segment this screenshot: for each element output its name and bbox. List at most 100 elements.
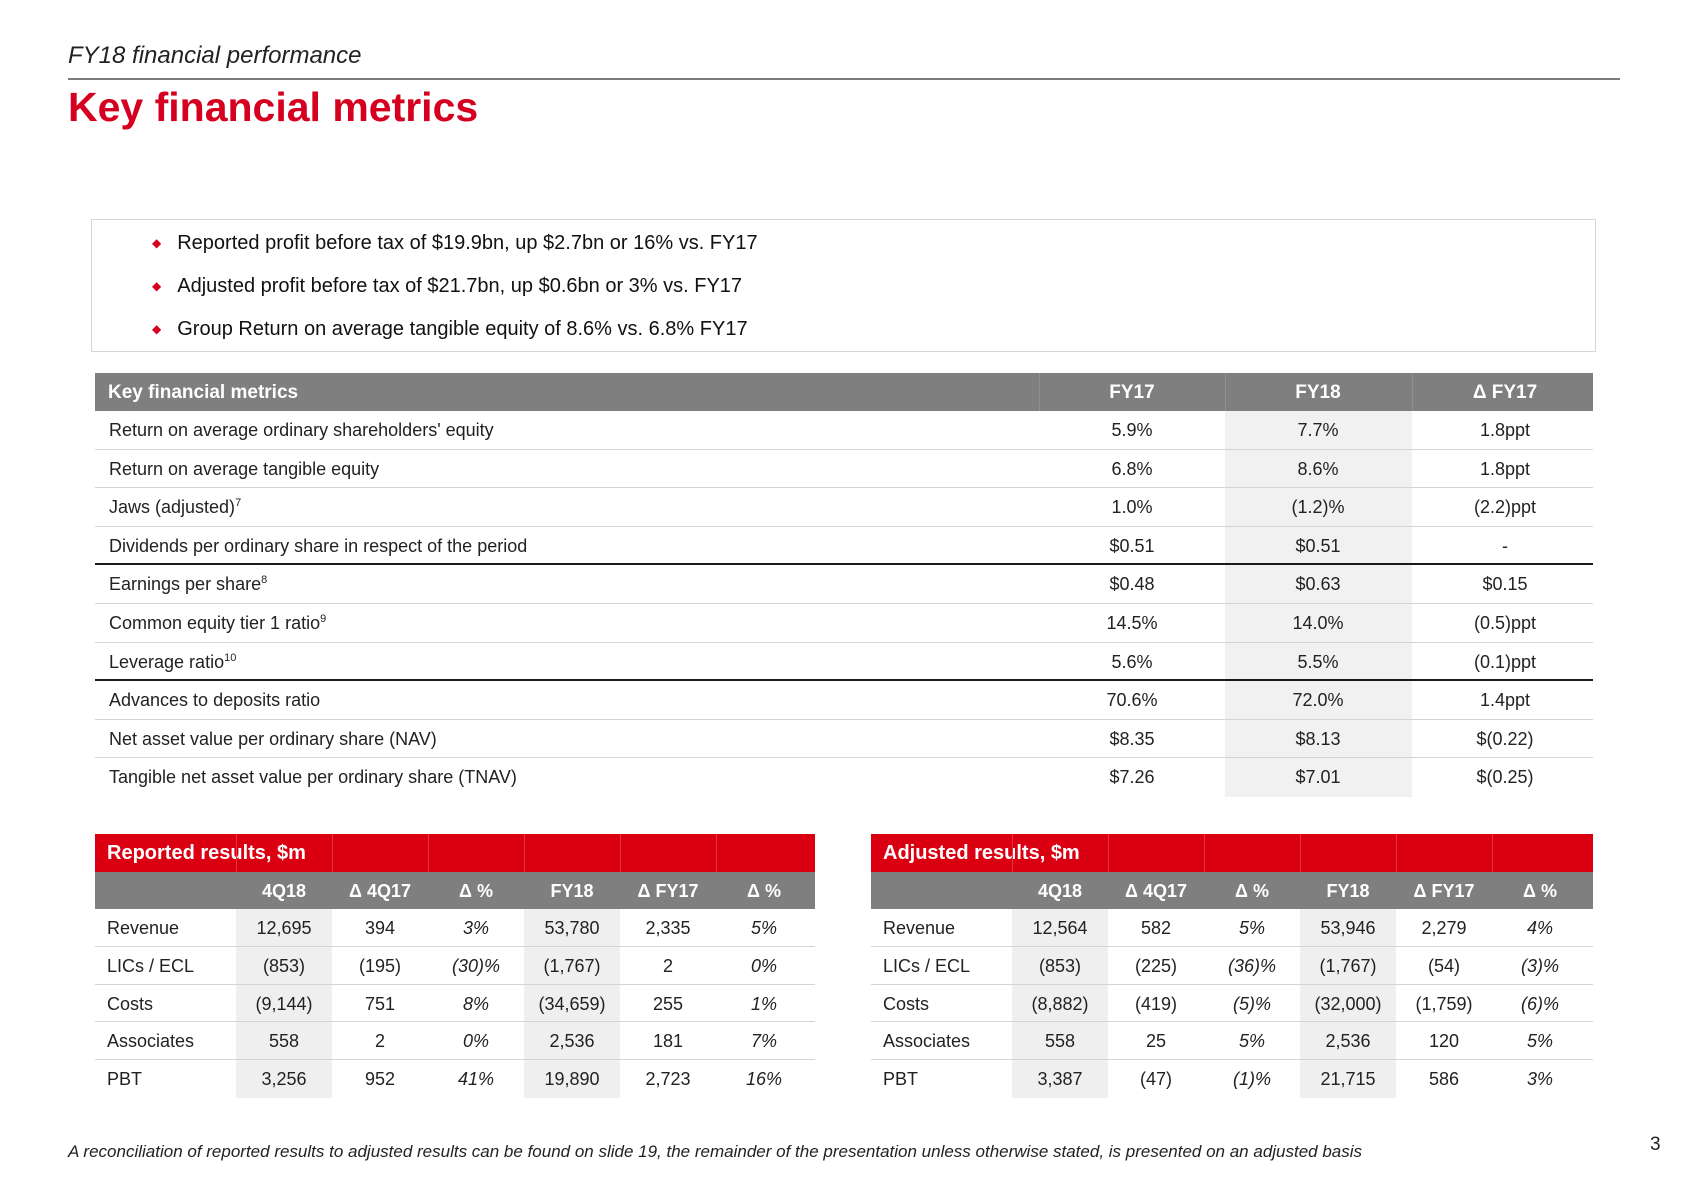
col-header-delta-pct: Δ % <box>747 881 781 901</box>
header-divider <box>1412 373 1413 411</box>
cell-value: 255 <box>652 993 684 1014</box>
cell-value: 53,946 <box>1320 918 1376 938</box>
cell-value: 751 <box>364 993 396 1014</box>
bar-divider <box>524 834 525 872</box>
metric-row: Jaws (adjusted)7 1.0% (1.2)% (2.2)ppt <box>95 488 1593 527</box>
cell-value: 120 <box>1428 1031 1460 1052</box>
footnote-marker: 10 <box>224 651 237 664</box>
metric-value-fy17: 14.5% <box>1106 613 1158 633</box>
row-label: PBT <box>883 1069 919 1090</box>
table-row: Associates 558 2 0% 2,536 181 7% <box>95 1022 815 1061</box>
cell-value: 21,715 <box>1320 1069 1376 1090</box>
col-header-delta-fy17: Δ FY17 <box>1413 881 1475 901</box>
col-header-delta-4q17: Δ 4Q17 <box>1125 881 1187 901</box>
footnote-marker: 8 <box>261 574 268 587</box>
metric-label: Return on average tangible equity <box>109 458 380 479</box>
metric-row: Net asset value per ordinary share (NAV)… <box>95 720 1593 759</box>
cell-value: 5% <box>1238 918 1265 938</box>
bar-divider <box>428 834 429 872</box>
highlight-text: Reported profit before tax of $19.9bn, u… <box>177 232 758 254</box>
metric-value-fy17: $7.26 <box>1109 767 1155 788</box>
metric-value-fy18: $8.13 <box>1295 728 1341 749</box>
reported-column-header-row: 4Q18 Δ 4Q17 Δ % FY18 Δ FY17 Δ % <box>95 872 815 909</box>
highlight-text: Adjusted profit before tax of $21.7bn, u… <box>177 275 743 297</box>
cell-value: 5% <box>750 918 777 938</box>
footnote-marker: 7 <box>235 497 242 510</box>
adjusted-title-bar: Adjusted results, $m <box>871 834 1593 872</box>
adjusted-column-header-row: 4Q18 Δ 4Q17 Δ % FY18 Δ FY17 Δ % <box>871 872 1593 909</box>
col-header-delta-pct: Δ % <box>459 881 493 901</box>
cell-value: (32,000) <box>1314 993 1382 1014</box>
metric-value-delta: 1.8ppt <box>1479 458 1531 479</box>
fy18-shaded-column <box>1225 411 1412 797</box>
cell-value: (9,144) <box>255 993 313 1014</box>
cell-value: 0% <box>750 955 777 976</box>
shaded-column <box>524 909 620 1098</box>
cell-value: 1% <box>750 993 777 1014</box>
shaded-column <box>1012 909 1108 1098</box>
col-header-4q18: 4Q18 <box>261 881 307 901</box>
cell-value: 19,890 <box>544 1069 600 1090</box>
col-header-4q18: 4Q18 <box>1037 881 1083 901</box>
cell-value: (195) <box>358 955 402 976</box>
reported-title: Reported results, $m <box>107 842 306 864</box>
shaded-column <box>1300 909 1396 1098</box>
metric-value-delta: $(0.22) <box>1476 728 1534 749</box>
cell-value: 582 <box>1140 918 1172 938</box>
table-row: Revenue 12,695 394 3% 53,780 2,335 5% <box>95 909 815 947</box>
col-header-fy18: FY18 <box>1326 881 1370 901</box>
cell-value: (6)% <box>1520 993 1559 1014</box>
metric-value-fy17: 5.9% <box>1111 420 1153 440</box>
cell-value: 181 <box>652 1031 684 1052</box>
col-header-fy17: FY17 <box>1109 382 1155 403</box>
cell-value: 25 <box>1145 1031 1167 1052</box>
row-label: LICs / ECL <box>883 955 971 976</box>
row-label: Associates <box>883 1031 971 1052</box>
row-label: Costs <box>107 993 154 1014</box>
cell-value: 5% <box>1238 1031 1265 1052</box>
table-row: PBT 3,256 952 41% 19,890 2,723 16% <box>95 1060 815 1098</box>
bar-divider <box>1108 834 1109 872</box>
table-row: PBT 3,387 (47) (1)% 21,715 586 3% <box>871 1060 1593 1098</box>
metric-label: Net asset value per ordinary share (NAV) <box>109 728 437 749</box>
cell-value: 16% <box>745 1069 783 1090</box>
metric-row: Common equity tier 1 ratio9 14.5% 14.0% … <box>95 604 1593 643</box>
bar-divider <box>716 834 717 872</box>
cell-value: 558 <box>268 1031 300 1052</box>
adjusted-results-table: Adjusted results, $m 4Q18 Δ 4Q17 Δ % FY1… <box>871 834 1593 1098</box>
metric-label: Tangible net asset value per ordinary sh… <box>109 767 517 788</box>
row-label: Revenue <box>883 918 956 938</box>
bar-divider <box>1012 834 1013 872</box>
reported-title-bar: Reported results, $m <box>95 834 815 872</box>
metric-value-delta: (0.5)ppt <box>1473 613 1537 633</box>
metric-row: Return on average tangible equity 6.8% 8… <box>95 450 1593 489</box>
metric-row: Tangible net asset value per ordinary sh… <box>95 758 1593 797</box>
col-header-fy18: FY18 <box>1295 382 1341 403</box>
cell-value: 2,335 <box>645 918 691 938</box>
metric-value-fy18: 7.7% <box>1297 420 1339 440</box>
cell-value: 5% <box>1526 1031 1553 1052</box>
adjusted-title: Adjusted results, $m <box>883 842 1080 864</box>
cell-value: 394 <box>364 918 396 938</box>
metric-row: Advances to deposits ratio 70.6% 72.0% 1… <box>95 681 1593 720</box>
page-title: Key financial metrics <box>68 84 479 130</box>
cell-value: (30)% <box>451 955 500 976</box>
metric-value-delta: 1.4ppt <box>1479 690 1531 711</box>
cell-value: (419) <box>1134 993 1178 1014</box>
page-number: 3 <box>1650 1134 1661 1155</box>
metric-value-fy17: 5.6% <box>1111 651 1153 672</box>
key-metrics-table: Key financial metrics FY17 FY18 Δ FY17 R… <box>95 373 1593 797</box>
cell-value: 7% <box>750 1031 777 1052</box>
col-header-delta-fy17: Δ FY17 <box>637 881 699 901</box>
footnote: A reconciliation of reported results to … <box>68 1142 1363 1161</box>
col-header-delta-pct: Δ % <box>1235 881 1269 901</box>
metric-value-delta: $0.15 <box>1482 574 1528 595</box>
cell-value: 4% <box>1526 918 1553 938</box>
cell-value: (54) <box>1427 955 1460 976</box>
cell-value: (853) <box>262 955 306 976</box>
highlight-item: ◆ Group Return on average tangible equit… <box>152 318 748 341</box>
table-row: Revenue 12,564 582 5% 53,946 2,279 4% <box>871 909 1593 947</box>
metric-value-fy18: $7.01 <box>1295 767 1341 788</box>
cell-value: (1,767) <box>1319 955 1377 976</box>
row-label: Costs <box>883 993 930 1014</box>
